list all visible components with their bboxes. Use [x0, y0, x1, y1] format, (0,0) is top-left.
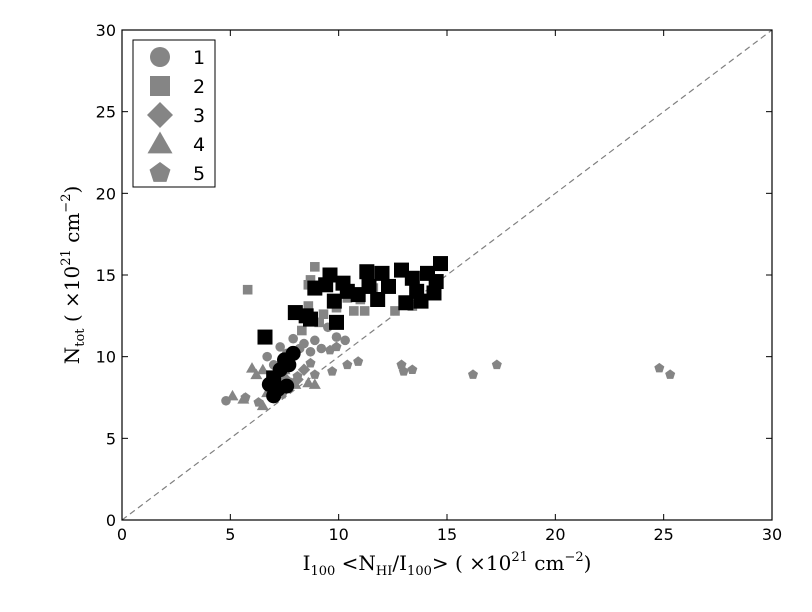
data-point-square	[314, 317, 324, 328]
data-point-square	[390, 306, 400, 316]
data-point-pentagon	[467, 369, 479, 379]
data-point-triangle	[226, 389, 239, 401]
data-point-square	[359, 264, 375, 280]
x-axis-label: I100 <NHI/I100> ( ×1021 cm−2)	[303, 550, 592, 579]
data-point-pentagon	[327, 366, 338, 376]
x-tick-label: 10	[328, 525, 348, 544]
data-point-pentagon	[353, 356, 364, 366]
data-point-square	[326, 293, 342, 309]
legend-label: 1	[193, 47, 205, 69]
data-point-pentagon	[305, 357, 316, 368]
data-point-triangle	[246, 362, 258, 373]
data-points	[221, 256, 676, 411]
reference-line	[122, 30, 772, 520]
data-point-square	[404, 270, 420, 286]
data-point-circle	[262, 351, 272, 362]
y-axis-label: Ntot ( ×1021 cm−2)	[59, 186, 88, 365]
data-point-triangle	[256, 399, 269, 411]
data-point-square	[370, 292, 386, 307]
data-point-square	[318, 309, 329, 319]
x-tick-label: 5	[225, 525, 235, 544]
data-point-circle	[281, 357, 297, 373]
x-tick-label: 0	[117, 525, 127, 544]
data-point-square	[257, 329, 273, 345]
data-point-square	[322, 267, 338, 283]
data-point-square	[349, 306, 359, 316]
legend-marker-circle	[150, 47, 170, 67]
data-point-pentagon	[253, 397, 264, 407]
data-point-square	[303, 301, 314, 311]
data-point-square	[329, 314, 344, 330]
data-point-square	[426, 285, 442, 301]
data-point-triangle	[256, 363, 269, 375]
data-point-square	[266, 370, 282, 386]
legend-marker-square	[150, 76, 170, 96]
axis-ticks	[121, 29, 773, 521]
x-tick-label: 25	[653, 525, 673, 544]
y-tick-label: 20	[96, 184, 116, 203]
data-point-pentagon	[240, 392, 251, 402]
data-point-pentagon	[331, 341, 342, 352]
data-point-square	[359, 306, 370, 316]
data-point-circle	[340, 335, 350, 346]
y-tick-label: 30	[96, 21, 116, 40]
data-point-diamond	[297, 363, 311, 376]
data-point-square	[305, 275, 316, 285]
data-point-square	[297, 325, 307, 336]
legend-label: 4	[193, 134, 205, 156]
data-point-square	[310, 262, 320, 272]
data-point-square	[242, 284, 253, 295]
data-point-pentagon	[398, 366, 409, 376]
y-tick-label: 0	[106, 511, 116, 530]
y-tick-label: 25	[96, 103, 116, 122]
legend: 1 2 3 4 5	[132, 39, 216, 188]
data-point-circle	[279, 378, 295, 394]
data-point-triangle	[250, 368, 263, 380]
legend-label: 2	[193, 76, 205, 98]
y-tick-label: 10	[96, 348, 116, 367]
data-point-pentagon	[407, 364, 418, 374]
data-point-square	[381, 278, 396, 294]
data-point-pentagon	[309, 369, 320, 379]
data-point-square	[303, 311, 318, 327]
y-tick-label: 5	[106, 429, 116, 448]
data-point-square	[361, 278, 377, 294]
data-point-circle	[275, 342, 285, 352]
data-point-circle	[299, 338, 309, 349]
x-tick-label: 20	[545, 525, 565, 544]
legend-box	[132, 39, 216, 188]
legend-label: 5	[193, 163, 205, 185]
legend-marker-diamond	[147, 102, 173, 128]
y-tick-label: 15	[96, 266, 116, 285]
data-point-circle	[305, 346, 316, 357]
data-point-circle	[316, 343, 327, 354]
data-point-circle	[310, 335, 320, 346]
legend-marker-pentagon	[149, 162, 171, 182]
data-point-pentagon	[342, 359, 353, 370]
data-point-square	[374, 265, 390, 281]
data-point-square	[413, 293, 429, 309]
data-point-square	[398, 295, 414, 311]
data-point-pentagon	[292, 370, 303, 381]
data-point-triangle	[308, 378, 321, 389]
legend-marker-triangle	[147, 131, 173, 154]
data-point-square	[428, 274, 444, 290]
legend-label: 3	[193, 105, 205, 127]
data-point-circle	[331, 332, 342, 342]
data-point-pentagon	[654, 362, 665, 373]
data-point-circle	[288, 333, 298, 344]
data-point-square	[433, 256, 448, 272]
x-tick-label: 15	[437, 525, 457, 544]
data-point-pentagon	[491, 359, 502, 370]
data-point-circle	[285, 345, 301, 361]
x-tick-label: 30	[762, 525, 782, 544]
data-point-pentagon	[665, 369, 676, 379]
